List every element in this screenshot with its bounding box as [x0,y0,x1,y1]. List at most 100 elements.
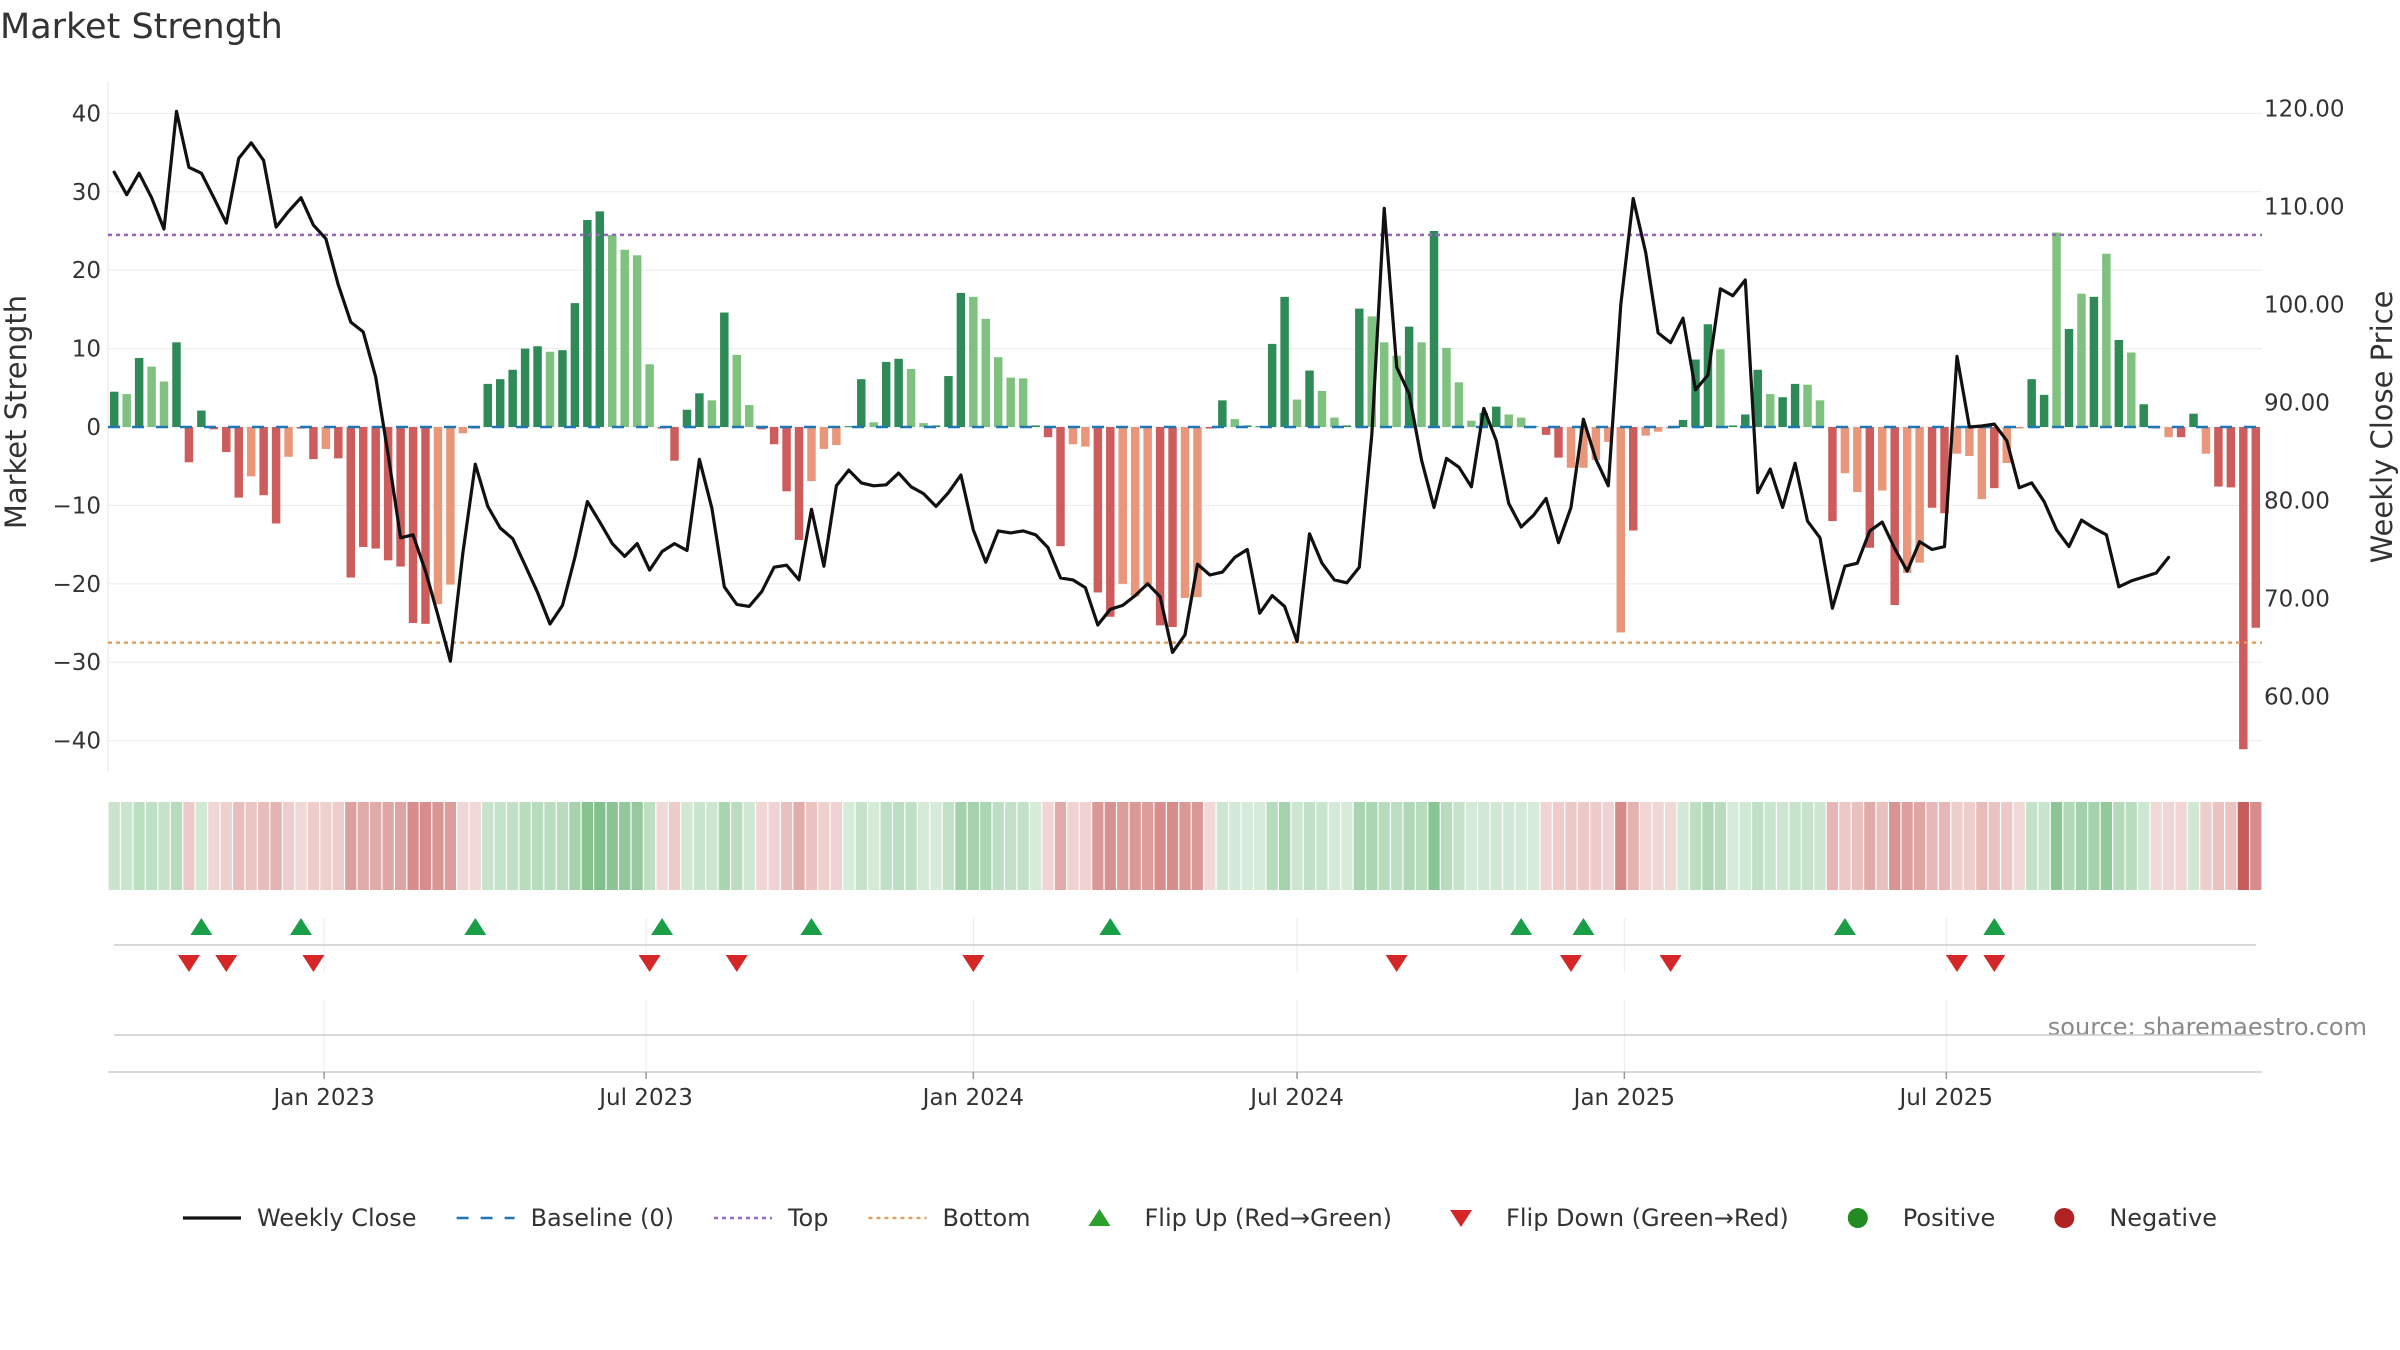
strength-bar [1728,425,1738,427]
strength-bar [1429,230,1439,427]
flip-down-marker [1559,955,1582,972]
strength-bar [1118,427,1127,584]
strength-bar [819,427,829,449]
strength-bar [632,255,642,427]
heat-cell [1440,802,1453,890]
heat-cell [1254,802,1266,890]
strength-bar [309,427,318,460]
heat-cell [1142,802,1154,890]
strength-bar [197,410,206,427]
strength-bar [744,405,754,427]
flip-up-marker [464,918,487,935]
flip-down-marker [302,955,325,972]
heat-cell [482,802,494,890]
heat-cell [1291,802,1303,890]
heat-cell [1615,802,1627,890]
heat-cell [768,802,780,890]
strength-bar [259,427,268,496]
y-tick-label-right: 80.00 [2264,489,2330,515]
flip-up-marker [800,918,823,935]
flip-up-marker [651,918,674,935]
strength-bar [956,292,966,427]
strength-bar [2226,427,2236,488]
heat-cell [1005,802,1017,890]
heat-cell [1640,802,1652,890]
strength-bar [1604,427,1613,442]
y-tick-label-left: 10 [72,337,101,363]
heat-cell [432,802,444,890]
strength-bar [2039,394,2049,427]
heat-cell [805,802,818,890]
y-tick-label-left: −20 [52,572,101,598]
flip-up-marker [1833,918,1856,935]
strength-bar [1803,384,1812,427]
x-tick-label: Jul 2025 [1897,1085,1993,1111]
heat-cell [2075,802,2088,890]
heat-cell [183,802,195,890]
heat-cell [1789,802,1801,890]
heat-cell [967,802,979,890]
heat-cell [1752,802,1764,890]
legend-item: Top [713,1204,829,1232]
strength-bar [1915,427,1924,563]
heat-cell [718,802,730,890]
strength-bar [906,368,916,427]
strength-bar [1716,349,1725,427]
strength-bar [396,427,405,567]
strength-bar [2139,404,2148,427]
heat-cell [108,802,120,890]
heat-cell [519,802,531,890]
heat-cell [1540,802,1552,890]
legend: Weekly Close Baseline (0) Top Bottom Flip Up… [182,1204,2217,1232]
axis-ticks: 40 30 20 10 0 −10 −20 −30 −40 120.00 110.00 100.00 9… [52,96,2344,1111]
flip-up-marker [289,918,312,935]
strength-bar [595,211,605,427]
strength-bar [359,427,368,547]
strength-bar [1865,427,1875,548]
heat-cell [818,802,830,890]
strength-bar [1342,425,1352,427]
heat-cell [930,802,942,890]
strength-bar [371,427,380,549]
legend-label: Top [787,1204,829,1232]
strength-bar [1815,400,1825,427]
strength-bar [2127,352,2136,427]
heat-cell [1677,802,1689,890]
strength-bar [246,427,256,477]
x-tick-label: Jul 2023 [597,1085,693,1111]
heat-cell [1913,802,1926,890]
strength-bar [1790,383,1800,427]
strength-bar [695,393,704,427]
strength-bar [1853,427,1862,493]
heat-cell [917,802,930,890]
legend-label: Flip Up (Red→Green) [1145,1204,1393,1232]
heat-cell [2100,802,2112,890]
strength-bar [2077,293,2086,427]
heat-cell [407,802,419,890]
heat-cell [1042,802,1054,890]
heat-cell [1926,802,1938,890]
heat-cell [855,802,867,890]
heat-cell [1241,802,1253,890]
heat-cell [1378,802,1390,890]
heat-cell [631,802,643,890]
flip-down-marker [725,955,748,972]
heat-cell [382,802,394,890]
strength-bar [844,426,854,428]
legend-item: Baseline (0) [456,1204,674,1232]
strength-bar [1355,308,1364,427]
flip-down-marker [962,955,985,972]
strength-bar [458,427,468,434]
heat-cell [233,802,245,890]
strength-bar [1653,427,1663,432]
heat-cell [706,802,718,890]
heat-cell [743,802,755,890]
strength-bar [1255,426,1264,428]
y-axis-label-right: Weekly Close Price [2365,291,2399,564]
strength-bar [1678,419,1688,427]
heat-cell [158,802,170,890]
strength-bar [1130,427,1140,597]
strength-bar [620,249,629,427]
strength-bar [1890,427,1899,605]
strength-bar [1093,427,1103,593]
